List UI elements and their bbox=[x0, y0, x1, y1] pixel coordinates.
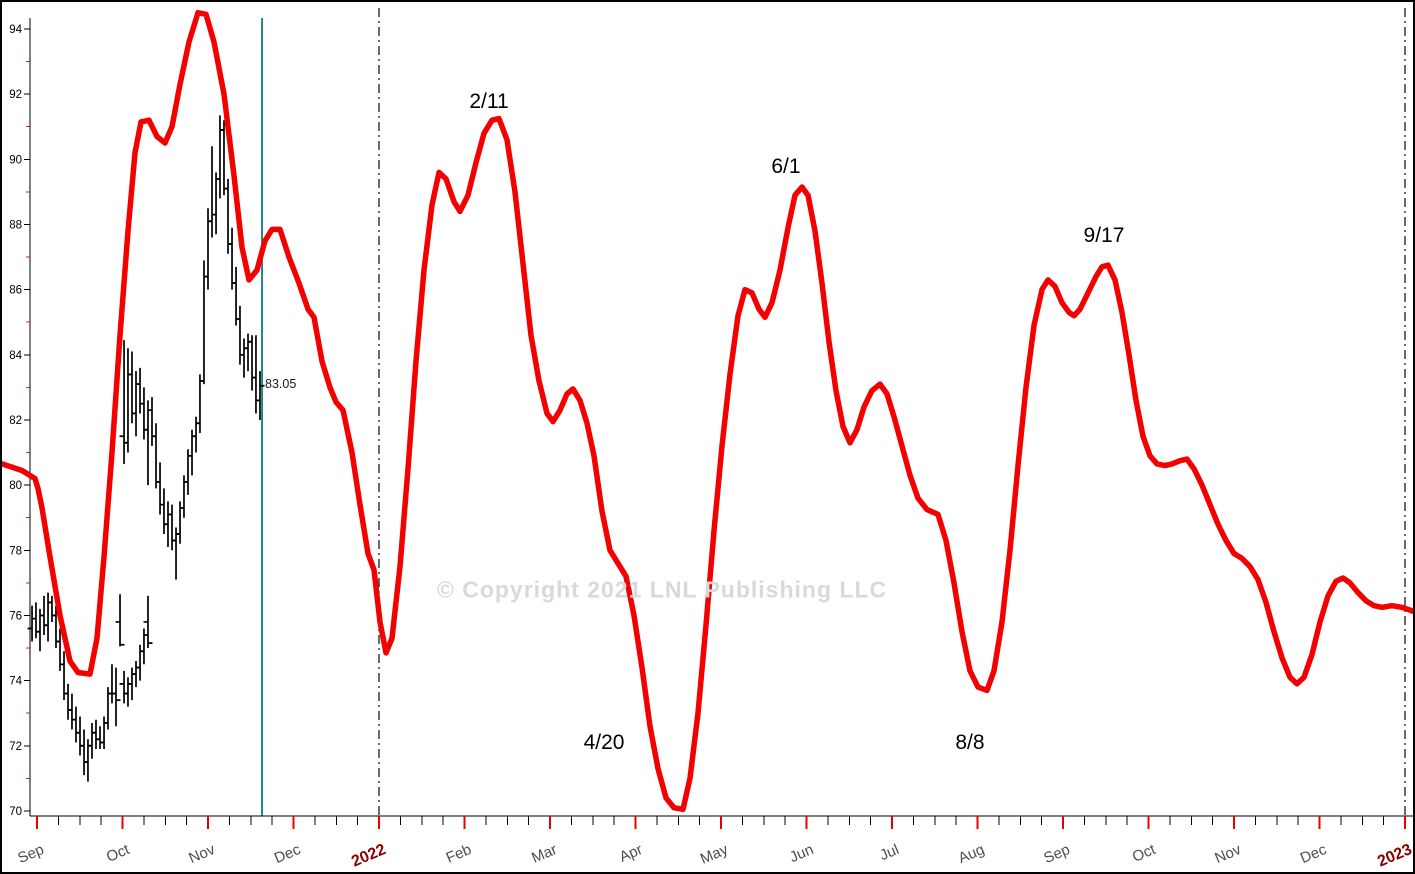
x-axis-month-label: May bbox=[698, 841, 731, 868]
price-bar bbox=[163, 501, 173, 548]
price-bar bbox=[115, 594, 125, 647]
price-bar bbox=[171, 527, 181, 580]
price-bar bbox=[131, 661, 141, 688]
price-bar bbox=[167, 504, 177, 551]
x-axis-month-label: Mar bbox=[529, 841, 559, 867]
price-bar bbox=[75, 716, 85, 756]
price-bar bbox=[243, 333, 253, 372]
price-bar bbox=[127, 667, 137, 701]
cycle-date-annotation: 4/20 bbox=[584, 731, 625, 754]
price-bar bbox=[39, 595, 49, 635]
price-bar bbox=[107, 664, 117, 704]
y-axis-tick-label: 84 bbox=[9, 350, 22, 362]
x-axis-month-label: Aug bbox=[956, 841, 987, 867]
cycle-forecast-line bbox=[2, 9, 1413, 813]
price-bar bbox=[143, 595, 153, 649]
x-axis-month-label: Apr bbox=[617, 841, 645, 866]
price-bar-series bbox=[27, 115, 265, 782]
price-bar bbox=[207, 146, 217, 238]
y-axis-tick-label: 88 bbox=[9, 219, 22, 231]
axes bbox=[29, 18, 1413, 817]
price-bar bbox=[143, 400, 153, 486]
cycle-date-annotation: 8/8 bbox=[955, 731, 984, 754]
y-axis-tick-label: 80 bbox=[9, 480, 22, 492]
x-axis-month-label: Nov bbox=[186, 841, 218, 867]
price-bar bbox=[87, 722, 97, 759]
cycle-date-annotation: 2/11 bbox=[469, 90, 508, 113]
price-bar bbox=[95, 726, 105, 750]
x-axis-month-label: Sep bbox=[15, 841, 46, 867]
price-bar bbox=[227, 227, 237, 290]
y-axis-tick-label: 74 bbox=[9, 676, 22, 688]
y-axis-tick-label: 82 bbox=[9, 415, 22, 427]
y-axis-tick-label: 94 bbox=[9, 24, 22, 36]
x-axis-month-label: Oct bbox=[104, 841, 133, 866]
price-bar bbox=[147, 397, 157, 447]
x-axis-year-label: 2023 bbox=[1375, 841, 1415, 871]
y-axis-tick-label: 70 bbox=[9, 806, 22, 818]
cycle-date-annotation: 9/17 bbox=[1084, 224, 1125, 247]
x-axis-month-label: Feb bbox=[444, 841, 474, 867]
price-bar bbox=[223, 178, 233, 254]
y-axis-tick-label: 90 bbox=[9, 154, 22, 166]
x-axis-month-label: Nov bbox=[1212, 841, 1244, 867]
price-bar bbox=[199, 260, 209, 385]
y-axis-tick-label: 76 bbox=[9, 610, 22, 622]
cycle-date-annotation: 6/1 bbox=[771, 155, 800, 178]
x-axis-month-label: Jun bbox=[787, 841, 816, 866]
x-axis-year-label: 2022 bbox=[349, 841, 389, 871]
price-bar bbox=[127, 351, 137, 424]
price-bar bbox=[255, 371, 265, 420]
price-bar bbox=[239, 338, 249, 378]
y-axis-tick-label: 78 bbox=[9, 545, 22, 557]
x-axis-month-label: Sep bbox=[1041, 841, 1072, 867]
price-bar bbox=[111, 667, 121, 727]
x-axis-month-label: Jul bbox=[877, 841, 901, 864]
y-axis-tick-label: 86 bbox=[9, 285, 22, 297]
price-bar bbox=[71, 706, 81, 743]
y-axis-tick-label: 72 bbox=[9, 741, 22, 753]
price-bar bbox=[131, 371, 141, 437]
y-axis-tick-label: 92 bbox=[9, 89, 22, 101]
x-axis-month-label: Dec bbox=[1298, 841, 1330, 867]
x-axis-month-label: Oct bbox=[1130, 841, 1159, 866]
price-bar bbox=[151, 423, 161, 489]
price-bar bbox=[91, 719, 101, 750]
last-price-label: 83.05 bbox=[265, 377, 296, 391]
x-axis-month-label: Dec bbox=[272, 841, 304, 867]
